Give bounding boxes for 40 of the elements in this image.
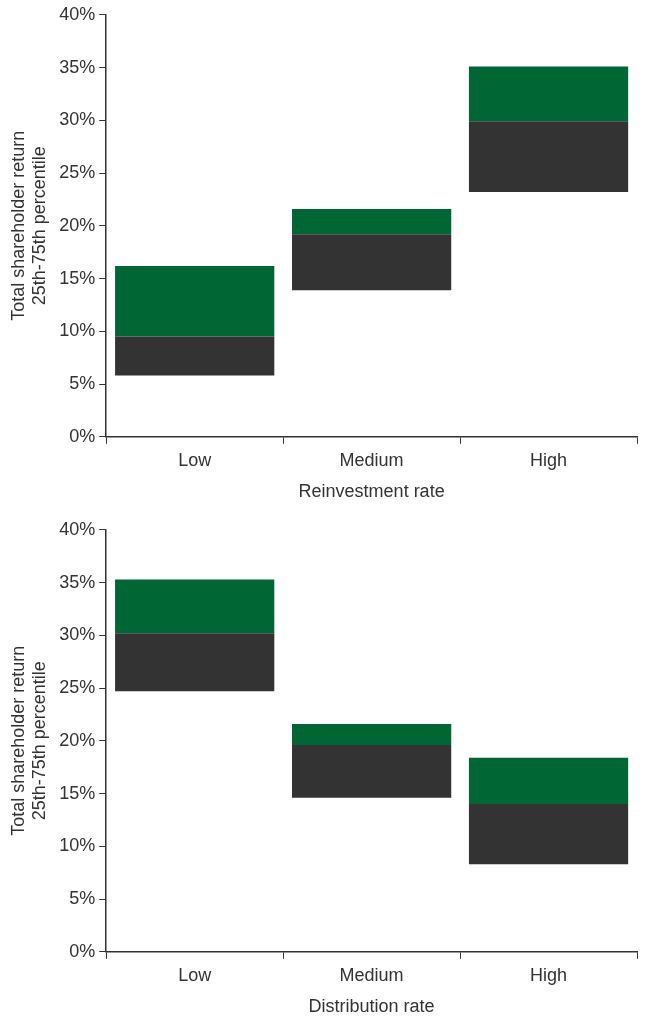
- x-tick-label: Medium: [339, 449, 404, 470]
- y-tick-label: 0%: [69, 940, 96, 961]
- y-tick-label: 30%: [59, 624, 96, 645]
- y-tick-label: 15%: [59, 782, 96, 803]
- bar: [468, 757, 629, 805]
- y-tick-label: 25%: [59, 162, 96, 183]
- bar: [468, 66, 629, 122]
- bar: [292, 208, 452, 235]
- bar: [468, 121, 629, 193]
- y-axis-title: Total shareholder return 25th-75th percentile: [7, 645, 50, 836]
- bar: [115, 579, 275, 634]
- bar: [292, 723, 452, 746]
- x-tick-label: Low: [178, 449, 213, 470]
- x-tick-label: High: [530, 449, 568, 470]
- y-tick-label: 35%: [59, 571, 96, 592]
- y-tick-label: 20%: [59, 729, 96, 750]
- y-tick-label: 0%: [69, 425, 96, 446]
- bar: [468, 804, 629, 865]
- x-tick-label: High: [530, 964, 568, 985]
- y-tick-label: 20%: [59, 214, 96, 235]
- y-tick-label: 25%: [59, 677, 96, 698]
- y-tick-label: 5%: [69, 888, 96, 909]
- y-axis-title: Total shareholder return 25th-75th percentile: [7, 130, 50, 321]
- y-tick-label: 40%: [59, 518, 96, 539]
- x-tick-label: Medium: [339, 964, 404, 985]
- x-axis-title: Reinvestment rate: [298, 481, 445, 502]
- y-tick-label: 10%: [59, 835, 96, 856]
- bar: [292, 745, 452, 798]
- y-tick-label: 35%: [59, 56, 96, 77]
- bar: [115, 633, 275, 692]
- y-tick-label: 10%: [59, 320, 96, 341]
- y-tick-label: 15%: [59, 267, 96, 288]
- bar: [292, 234, 452, 291]
- x-axis-title: Distribution rate: [308, 996, 435, 1017]
- bar: [115, 336, 275, 376]
- bar: [115, 265, 275, 337]
- y-tick-label: 40%: [59, 3, 96, 24]
- x-tick-label: Low: [178, 964, 213, 985]
- y-tick-label: 30%: [59, 109, 96, 130]
- y-tick-label: 5%: [69, 373, 96, 394]
